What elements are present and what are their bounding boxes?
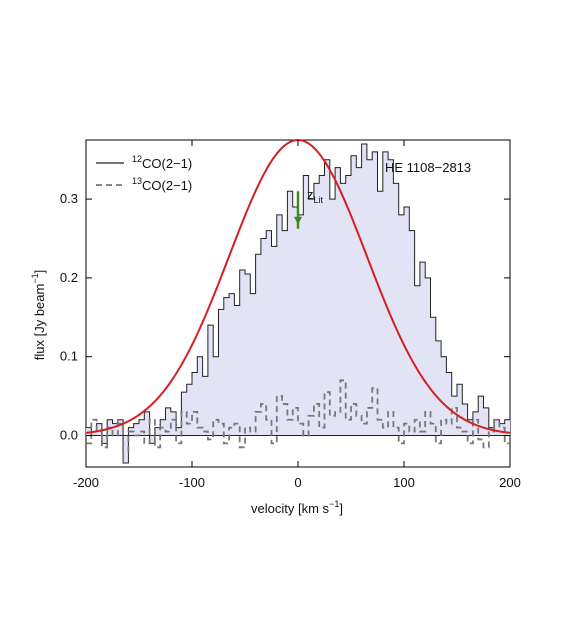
plot-content: zLit — [85, 138, 511, 464]
x-tick-label: -200 — [73, 475, 99, 490]
y-tick-label: 0.1 — [60, 349, 78, 364]
y-tick-label: 0.2 — [60, 270, 78, 285]
legend: 12CO(2−1)13CO(2−1) — [96, 154, 192, 193]
y-axis-label-text: flux [Jy beam — [32, 284, 47, 361]
legend-isotope: 12 — [132, 154, 142, 164]
x-tick-label: -100 — [179, 475, 205, 490]
source-annotation: HE 1108−2813 — [385, 160, 471, 175]
zlit-label: zLit — [307, 187, 324, 205]
y-axis-label-close: ] — [32, 270, 47, 274]
legend-molecule: CO(2−1) — [142, 178, 192, 193]
x-axis-label: velocity [km s−1] — [251, 499, 343, 516]
x-tick-label: 0 — [294, 475, 301, 490]
zlit-arrow-head — [294, 216, 302, 225]
y-tick-label: 0.0 — [60, 427, 78, 442]
y-tick-label: 0.3 — [60, 191, 78, 206]
legend-label-co12: 12CO(2−1) — [132, 154, 192, 171]
y-axis-label-exponent: −1 — [30, 273, 40, 283]
x-tick-label: 100 — [393, 475, 415, 490]
x-axis-label-text: velocity [km s — [251, 501, 330, 516]
co13-spectrum-line — [86, 379, 510, 453]
x-axis-label-close: ] — [339, 501, 343, 516]
axes: -200 -100 0 100 200 0.0 0.1 0.2 0.3 — [60, 140, 521, 490]
legend-label-co13: 13CO(2−1) — [132, 176, 192, 193]
legend-isotope: 13 — [132, 176, 142, 186]
x-axis-label-exponent: −1 — [329, 499, 339, 509]
zlit-label-main: z — [307, 187, 314, 202]
x-tick-label: 200 — [499, 475, 521, 490]
legend-molecule: CO(2−1) — [142, 156, 192, 171]
zlit-label-sub: Lit — [314, 195, 324, 205]
y-axis-label: flux [Jy beam−1] — [30, 270, 47, 360]
